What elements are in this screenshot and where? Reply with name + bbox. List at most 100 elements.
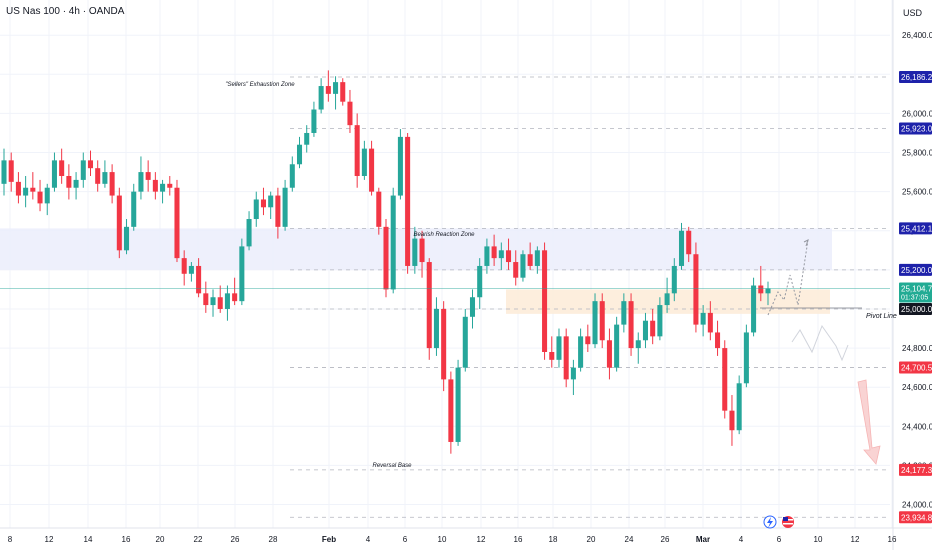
price-level-label: 24,700.5 bbox=[901, 364, 932, 373]
candle-body bbox=[369, 148, 375, 192]
candle-body bbox=[433, 308, 439, 349]
candle-body bbox=[37, 191, 43, 204]
candle-body bbox=[758, 285, 764, 294]
y-tick-label: 26,000.0 bbox=[902, 109, 932, 118]
candle-body bbox=[325, 86, 331, 94]
candle-body bbox=[232, 293, 238, 302]
bullish-arrowhead bbox=[803, 239, 809, 247]
x-tick-label: 10 bbox=[814, 535, 823, 544]
x-tick-label: 26 bbox=[661, 535, 670, 544]
current-price-label: 25,104.7 bbox=[901, 285, 932, 294]
x-tick-label: 6 bbox=[777, 535, 782, 544]
candle-body bbox=[527, 254, 533, 266]
candle-body bbox=[751, 285, 757, 333]
candle-body bbox=[239, 246, 245, 302]
x-tick-label: 8 bbox=[8, 535, 13, 544]
candle-body bbox=[102, 172, 108, 184]
candle-body bbox=[650, 320, 656, 337]
candle-body bbox=[707, 312, 713, 333]
candle-body bbox=[700, 312, 706, 325]
candle-body bbox=[570, 367, 576, 380]
candle-body bbox=[678, 230, 685, 266]
candle-body bbox=[354, 125, 360, 176]
candle-body bbox=[174, 187, 180, 259]
price-level-tag bbox=[899, 463, 932, 476]
currency-label[interactable]: USD bbox=[903, 8, 923, 18]
candle-body bbox=[289, 164, 295, 188]
price-level-tag bbox=[899, 511, 932, 524]
x-tick-label: 16 bbox=[514, 535, 523, 544]
candle-body bbox=[203, 293, 209, 306]
price-level-tag bbox=[899, 263, 932, 276]
candle-body bbox=[405, 136, 411, 266]
candle-body bbox=[318, 86, 324, 110]
candle-body bbox=[145, 172, 151, 180]
y-tick-label: 24,600.0 bbox=[902, 383, 932, 392]
candle-body bbox=[138, 172, 144, 192]
candle-body bbox=[87, 160, 94, 169]
candle-body bbox=[1, 160, 7, 184]
candle-body bbox=[188, 265, 194, 274]
candle-body bbox=[606, 340, 612, 368]
x-tick-label: 12 bbox=[851, 535, 860, 544]
candle-body bbox=[599, 301, 605, 341]
candle-body bbox=[383, 226, 389, 290]
y-tick-label: 24,000.0 bbox=[902, 501, 932, 510]
candle-body bbox=[210, 297, 216, 306]
lightning-bolt-icon bbox=[767, 517, 773, 528]
candle-body bbox=[131, 191, 137, 227]
candle-body bbox=[412, 238, 418, 266]
price-level-label: 26,186.2 bbox=[901, 73, 932, 82]
candle-body bbox=[124, 226, 130, 251]
candle-body bbox=[59, 160, 65, 176]
x-tick-label: 16 bbox=[122, 535, 131, 544]
candle-body bbox=[80, 160, 86, 180]
candle-body bbox=[347, 101, 353, 126]
candle-body bbox=[73, 179, 79, 188]
candle-body bbox=[160, 183, 166, 192]
bearish-path bbox=[791, 324, 849, 362]
candle-body bbox=[693, 254, 699, 325]
price-level-label: 23,934.8 bbox=[901, 513, 932, 522]
price-level-label: 25,412.1 bbox=[901, 224, 932, 233]
candle-body bbox=[51, 160, 57, 188]
y-tick-label: 26,400.0 bbox=[902, 31, 932, 40]
candle-body bbox=[736, 383, 742, 431]
candle-body bbox=[246, 219, 252, 247]
candle-body bbox=[95, 168, 101, 184]
y-tick-label: 24,400.0 bbox=[902, 422, 932, 431]
candle-body bbox=[8, 160, 14, 182]
candle-body bbox=[419, 238, 425, 263]
candle-body bbox=[563, 336, 569, 380]
y-tick-label: 25,800.0 bbox=[902, 149, 932, 158]
candle-body bbox=[635, 340, 641, 349]
candle-body bbox=[30, 187, 36, 192]
candle-body bbox=[671, 265, 677, 294]
candle-body bbox=[455, 367, 461, 442]
price-level-tag bbox=[899, 361, 932, 374]
x-tick-label: 26 bbox=[231, 535, 240, 544]
candle-body bbox=[686, 230, 692, 255]
candle-body bbox=[260, 199, 266, 208]
symbol-title[interactable]: US Nas 100 · 4h · OANDA bbox=[6, 6, 125, 17]
candle-body bbox=[15, 181, 21, 196]
y-tick-label: 24,800.0 bbox=[902, 344, 932, 353]
candle-body bbox=[397, 136, 403, 196]
candle-body bbox=[534, 250, 540, 266]
x-tick-label: 10 bbox=[438, 535, 447, 544]
candle-body bbox=[498, 250, 504, 259]
candle-body bbox=[376, 191, 382, 227]
x-tick-label: 12 bbox=[45, 535, 54, 544]
countdown-label: 01:37:05 bbox=[901, 295, 928, 302]
candle-body bbox=[268, 195, 274, 208]
candle-body bbox=[109, 172, 115, 196]
price-level-label: 24,177.3 bbox=[901, 466, 932, 475]
candle-body bbox=[520, 254, 526, 278]
candle-body bbox=[491, 246, 497, 259]
x-tick-label: Mar bbox=[696, 535, 710, 544]
x-tick-label: 20 bbox=[156, 535, 165, 544]
candle-body bbox=[426, 262, 432, 349]
x-tick-label: 28 bbox=[269, 535, 278, 544]
